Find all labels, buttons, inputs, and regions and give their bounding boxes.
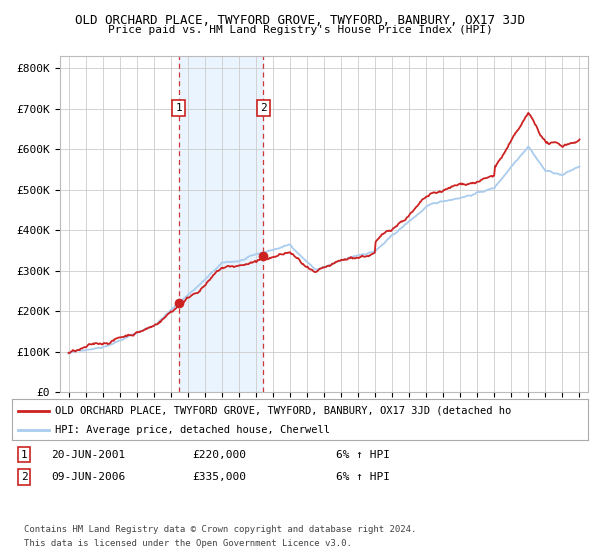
Text: £220,000: £220,000 (192, 450, 246, 460)
Text: 6% ↑ HPI: 6% ↑ HPI (336, 472, 390, 482)
Text: HPI: Average price, detached house, Cherwell: HPI: Average price, detached house, Cher… (55, 424, 330, 435)
Text: OLD ORCHARD PLACE, TWYFORD GROVE, TWYFORD, BANBURY, OX17 3JD: OLD ORCHARD PLACE, TWYFORD GROVE, TWYFOR… (75, 14, 525, 27)
Text: 2: 2 (260, 103, 267, 113)
Text: 1: 1 (20, 450, 28, 460)
Text: Contains HM Land Registry data © Crown copyright and database right 2024.: Contains HM Land Registry data © Crown c… (24, 525, 416, 534)
Text: 20-JUN-2001: 20-JUN-2001 (51, 450, 125, 460)
Text: £335,000: £335,000 (192, 472, 246, 482)
Text: 1: 1 (175, 103, 182, 113)
Text: 09-JUN-2006: 09-JUN-2006 (51, 472, 125, 482)
Text: 2: 2 (20, 472, 28, 482)
Text: Price paid vs. HM Land Registry's House Price Index (HPI): Price paid vs. HM Land Registry's House … (107, 25, 493, 35)
Text: 6% ↑ HPI: 6% ↑ HPI (336, 450, 390, 460)
Text: OLD ORCHARD PLACE, TWYFORD GROVE, TWYFORD, BANBURY, OX17 3JD (detached ho: OLD ORCHARD PLACE, TWYFORD GROVE, TWYFOR… (55, 405, 511, 416)
Text: This data is licensed under the Open Government Licence v3.0.: This data is licensed under the Open Gov… (24, 539, 352, 548)
